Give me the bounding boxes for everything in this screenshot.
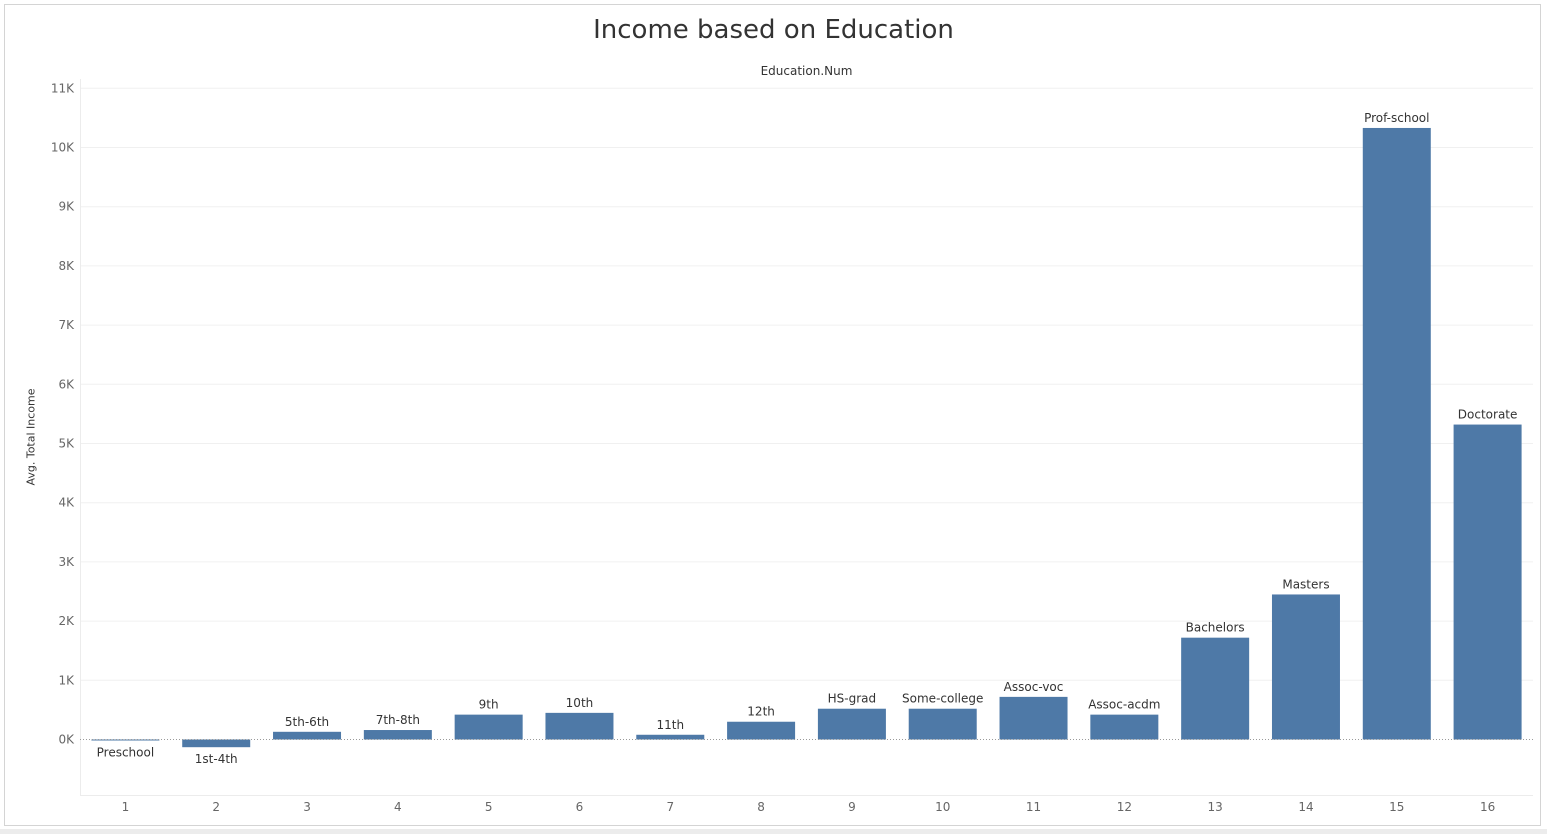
bar-data-label: 7th-8th xyxy=(376,713,420,727)
x-tick-label: 9 xyxy=(848,800,856,814)
y-tick-label: 4K xyxy=(58,496,75,510)
bar[interactable] xyxy=(636,734,705,740)
bar[interactable] xyxy=(1271,594,1340,740)
y-tick-label: 6K xyxy=(58,377,75,391)
bar[interactable] xyxy=(1181,637,1250,740)
x-tick-label: 5 xyxy=(485,800,493,814)
bar-data-label: Assoc-acdm xyxy=(1088,698,1160,712)
bar-data-label: 10th xyxy=(566,696,594,710)
bar[interactable] xyxy=(908,708,977,740)
x-tick-label: 16 xyxy=(1480,800,1495,814)
bar[interactable] xyxy=(363,730,432,740)
bar-data-label: 5th-6th xyxy=(285,715,329,729)
bar[interactable] xyxy=(273,731,342,740)
bar-data-label: 12th xyxy=(747,705,775,719)
bar-data-label: Masters xyxy=(1282,577,1329,591)
bar-data-label: Some-college xyxy=(902,692,983,706)
x-tick-label: 14 xyxy=(1298,800,1313,814)
x-tick-label: 1 xyxy=(122,800,130,814)
bars xyxy=(91,127,1522,748)
x-tick-label: 13 xyxy=(1208,800,1223,814)
bar-data-label: 11th xyxy=(656,718,684,732)
bar[interactable] xyxy=(999,696,1068,740)
y-tick-label: 7K xyxy=(58,318,75,332)
bar[interactable] xyxy=(1362,127,1431,740)
bar[interactable] xyxy=(454,714,523,740)
bar-data-label: Preschool xyxy=(97,746,155,760)
y-tick-label: 2K xyxy=(58,614,75,628)
bar-data-label: Bachelors xyxy=(1186,621,1245,635)
bar[interactable] xyxy=(182,739,251,748)
x-tick-label: 7 xyxy=(666,800,674,814)
bar[interactable] xyxy=(545,712,614,740)
x-tick-label: 15 xyxy=(1389,800,1404,814)
y-tick-label: 8K xyxy=(58,259,75,273)
gridlines xyxy=(80,87,1533,681)
bar[interactable] xyxy=(817,708,886,740)
x-tick-label: 3 xyxy=(303,800,311,814)
bar-data-label: Assoc-voc xyxy=(1004,680,1064,694)
bar-data-label: HS-grad xyxy=(828,692,877,706)
bar[interactable] xyxy=(1453,424,1522,740)
x-axis-header: Education.Num xyxy=(760,64,853,78)
chart-title: Income based on Education xyxy=(593,15,954,45)
x-tick-label: 10 xyxy=(935,800,950,814)
x-tick-label: 2 xyxy=(212,800,220,814)
bar-data-label: 9th xyxy=(479,698,499,712)
y-tick-label: 3K xyxy=(58,555,75,569)
x-tick-label: 12 xyxy=(1117,800,1132,814)
bottom-strip xyxy=(0,829,1547,834)
bar[interactable] xyxy=(1090,714,1159,740)
bar[interactable] xyxy=(727,721,796,740)
y-tick-label: 5K xyxy=(58,437,75,451)
y-tick-label: 0K xyxy=(58,733,75,747)
bar-labels: Preschool 1st-4th 5th-6th 7th-8th 9th 10th 11t… xyxy=(97,111,1518,766)
bar-data-label: Prof-school xyxy=(1364,111,1429,125)
bar-data-label: Doctorate xyxy=(1458,408,1518,422)
x-tick-label: 4 xyxy=(394,800,402,814)
x-tick-label: 11 xyxy=(1026,800,1041,814)
x-tick-label: 8 xyxy=(757,800,765,814)
x-tick-label: 6 xyxy=(576,800,584,814)
y-tick-label: 9K xyxy=(58,200,75,214)
y-tick-label: 1K xyxy=(58,673,75,687)
y-tick-label: 11K xyxy=(51,81,75,95)
bar-data-label: 1st-4th xyxy=(195,752,238,766)
y-tick-label: 10K xyxy=(51,141,75,155)
